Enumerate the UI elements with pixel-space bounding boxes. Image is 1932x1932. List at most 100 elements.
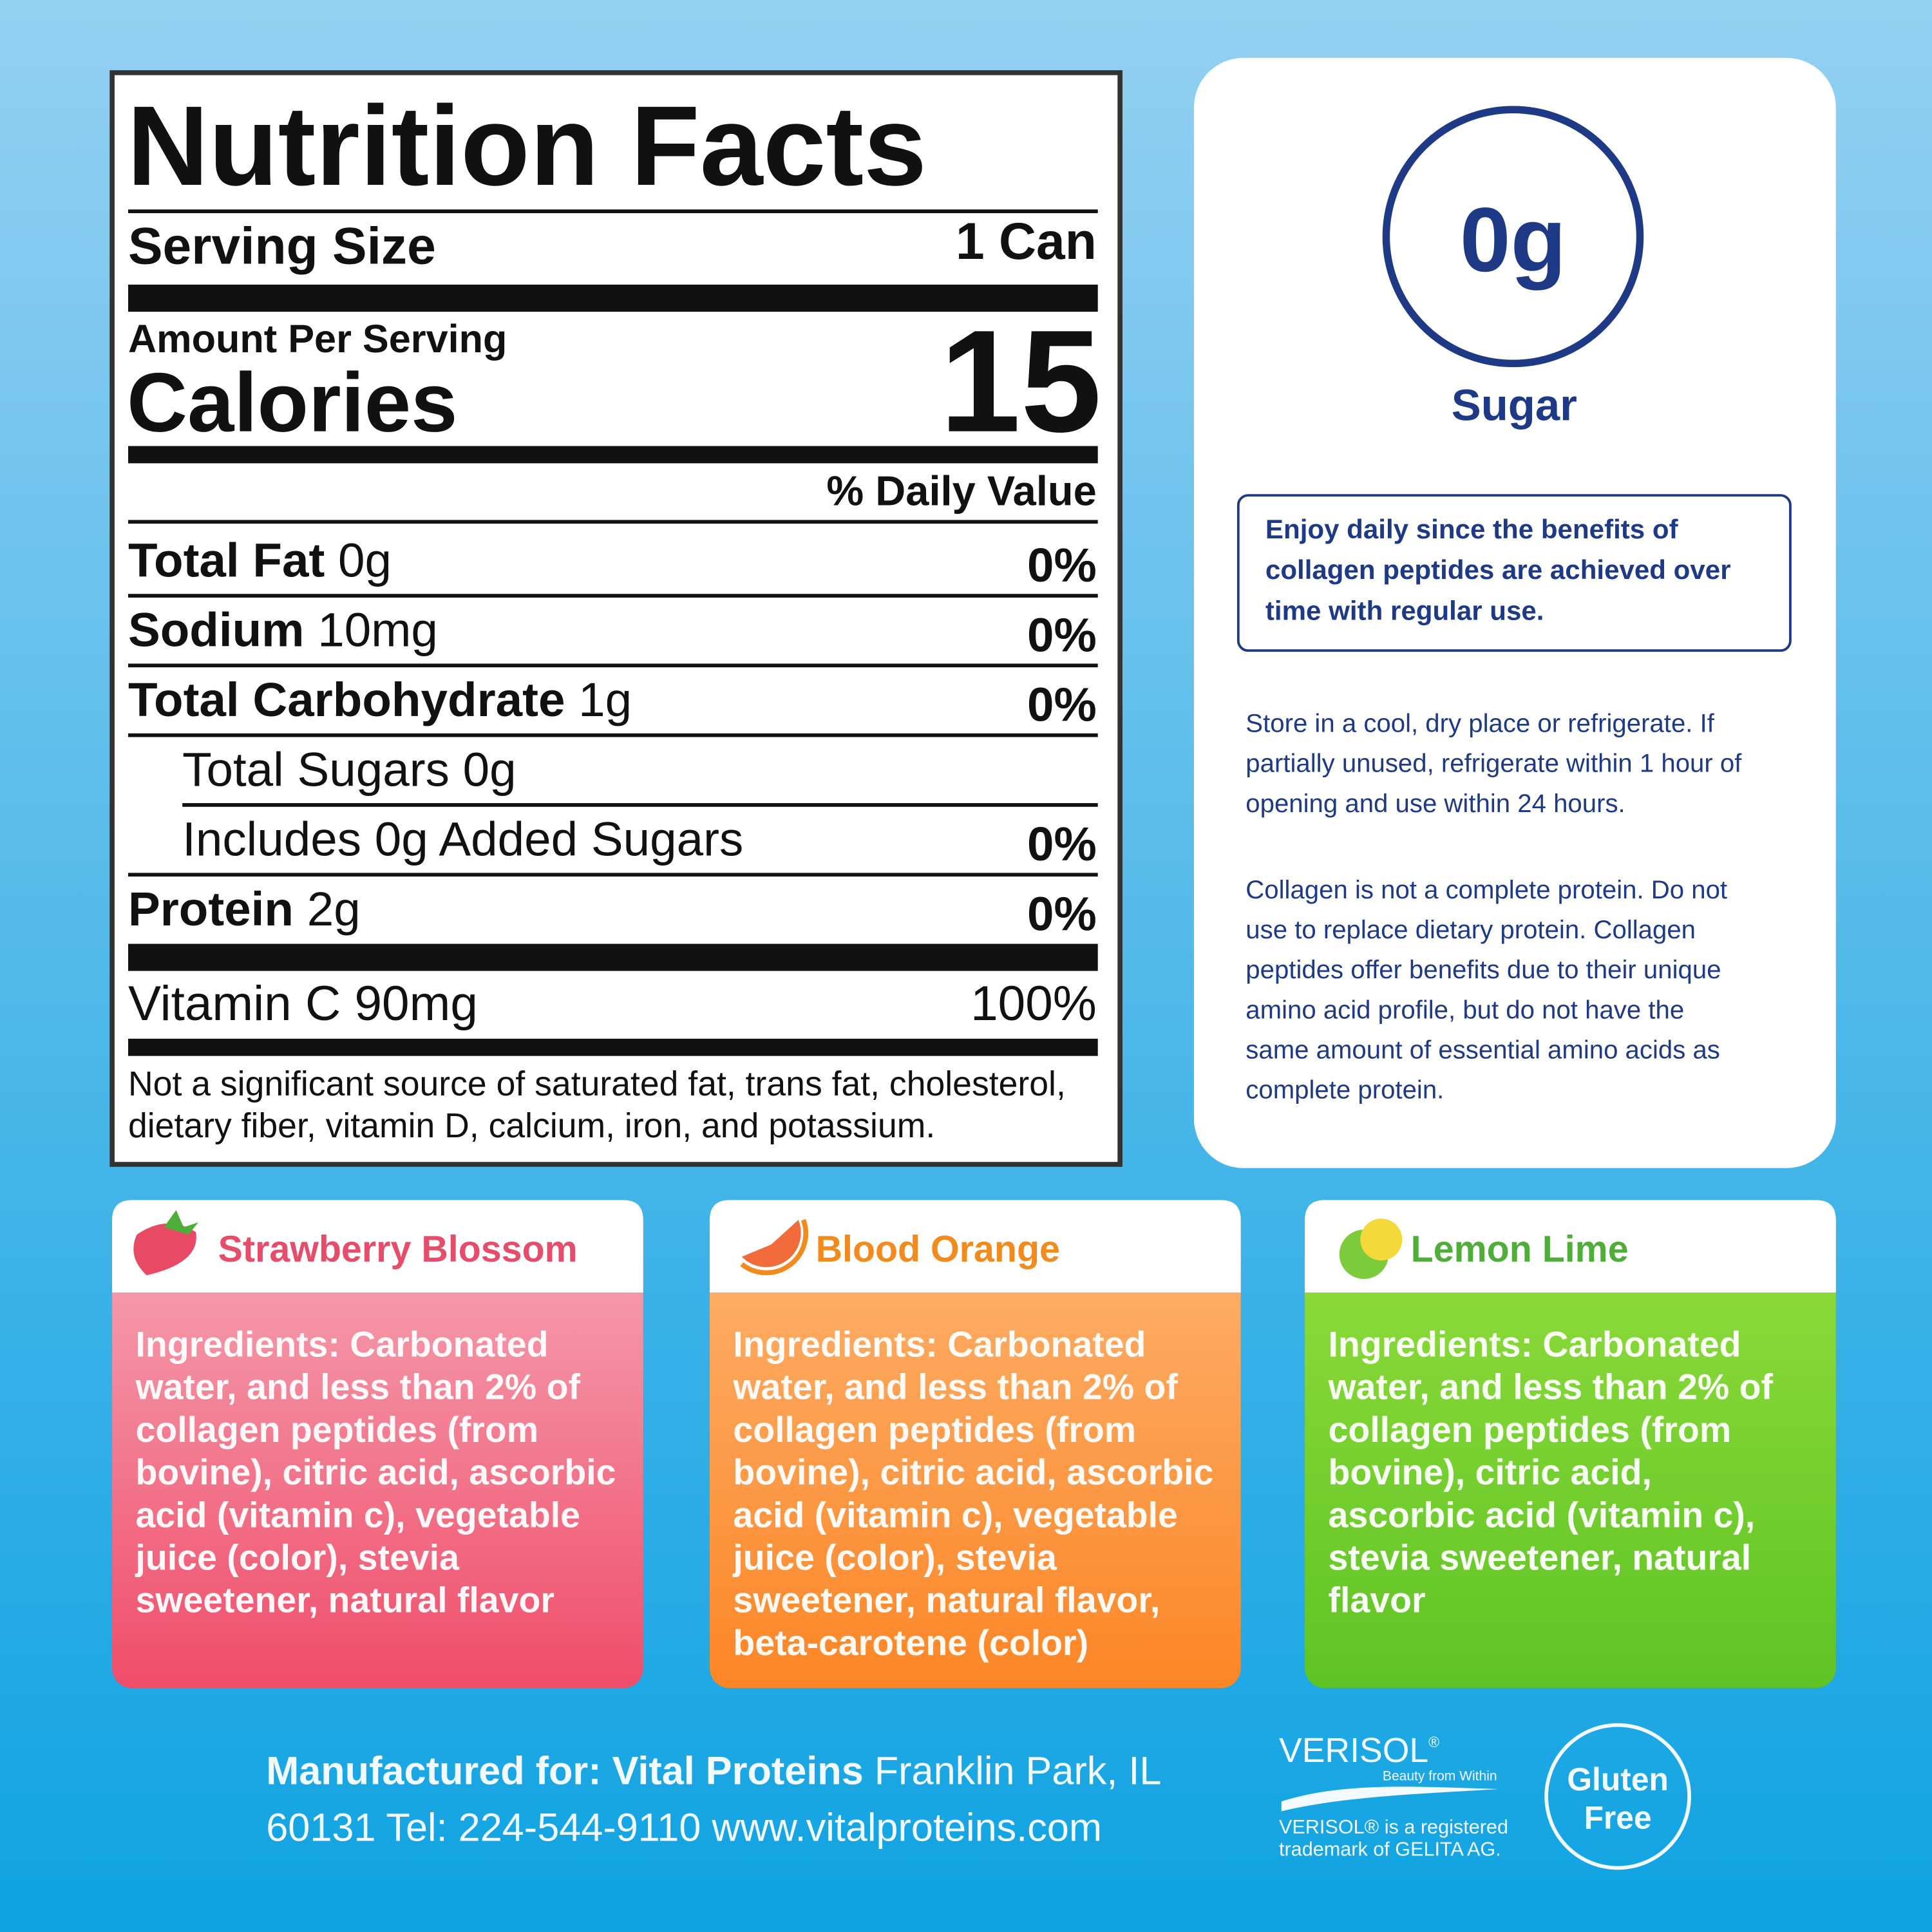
manufacturer: Manufactured for: Vital Proteins Frankli… — [266, 1748, 1161, 1792]
thick-rule — [128, 446, 1098, 464]
ingredient-line: bovine), citric acid, ascorbic — [135, 1452, 616, 1492]
nutrient-amount: 0g — [338, 533, 392, 587]
nutrient-name: Total Fat — [128, 533, 325, 587]
daily-value-header: % Daily Value — [826, 467, 1096, 514]
nutrient-amount: 10mg — [317, 603, 438, 657]
nutrient-name: Sodium — [128, 603, 305, 657]
notice-box — [1236, 494, 1792, 652]
verisol-swoosh — [1281, 1786, 1499, 1812]
ingredient-line: juice (color), stevia — [135, 1537, 460, 1577]
nutrient-dv: 0% — [1027, 887, 1097, 941]
ingredient-line: beta-carotene (color) — [733, 1623, 1088, 1663]
nutrient-name: Includes 0g Added Sugars — [182, 812, 743, 866]
nutrient-name: Total Carbohydrate — [128, 672, 565, 726]
storage-note: Store in a cool, dry place or refrigerat… — [1245, 708, 1742, 817]
nutrient-name: Total Sugars — [182, 742, 450, 796]
ingredient-line: Ingredients: Carbonated — [135, 1325, 548, 1365]
sugar-amount: 0g — [1460, 189, 1566, 291]
text-line: partially unused, refrigerate within 1 h… — [1245, 749, 1742, 778]
badge-text: Free — [1584, 1799, 1652, 1835]
gluten-free-badge — [1544, 1723, 1691, 1870]
nutrient-amount: 0g — [463, 742, 516, 796]
serving-size-label: Serving Size — [128, 217, 436, 275]
text-line: peptides offer benefits due to their uni… — [1245, 955, 1721, 984]
nutrient-row: Total Carbohydrate 1g — [128, 672, 632, 726]
badge-text: Gluten — [1567, 1761, 1668, 1797]
nutrient-rows: Total Fat 0g 0% Sodium 10mg 0% Total Carbohy… — [128, 533, 1098, 941]
text-line: Enjoy daily since the benefits of — [1265, 514, 1679, 544]
text-line: opening and use within 24 hours. — [1245, 789, 1625, 818]
nutrient-name: Protein — [128, 882, 294, 936]
text-line: same amount of essential amino acids as — [1245, 1035, 1720, 1064]
calories-label: Calories — [127, 355, 457, 450]
rule — [128, 594, 1098, 598]
flavor-name: Strawberry Blossom — [218, 1229, 578, 1270]
verisol-trademark: trademark of GELITA AG. — [1279, 1838, 1501, 1860]
ingredient-line: Ingredients: Carbonated — [733, 1325, 1146, 1365]
nutrition-title: Nutrition Facts — [127, 83, 927, 209]
verisol-trademark: VERISOL® is a registered — [1279, 1816, 1508, 1838]
card-body — [1305, 1200, 1836, 1689]
orange-rind — [740, 1218, 808, 1276]
address-line: 60131 Tel: 224-544-9110 www.vitalprotein… — [266, 1805, 1102, 1849]
rule — [128, 209, 1098, 213]
ingredient-line: collagen peptides (from — [733, 1410, 1136, 1450]
text-line: Collagen is not a complete protein. Do n… — [1245, 875, 1727, 904]
card-header — [710, 1200, 1241, 1293]
nutrient-amount: 1g — [578, 672, 632, 726]
ingredient-line: bovine), citric acid, ascorbic — [733, 1452, 1213, 1492]
thick-rule — [128, 1038, 1098, 1056]
nutrient-row: Total Fat 0g — [128, 533, 392, 587]
ingredient-line: collagen peptides (from — [1328, 1410, 1731, 1450]
thick-rule — [128, 284, 1098, 312]
sugar-label: Sugar — [1452, 380, 1577, 430]
verisol-tagline: Beauty from Within — [1383, 1769, 1497, 1784]
serving-size: 1 Can — [956, 213, 1097, 270]
ingredient-line: water, and less than 2% of — [135, 1367, 580, 1407]
rule — [128, 873, 1098, 877]
card-body — [112, 1200, 643, 1689]
collagen-note: Collagen is not a complete protein. Do n… — [1245, 875, 1727, 1104]
nutrition-box — [109, 70, 1122, 1167]
verisol-logo: VERISOL® — [1279, 1732, 1439, 1770]
nutrient-row: Includes 0g Added Sugars — [182, 812, 743, 866]
ingredient-line: water, and less than 2% of — [732, 1367, 1178, 1407]
ingredient-line: ascorbic acid (vitamin c), — [1328, 1495, 1755, 1535]
nutrient-row: Protein 2g — [128, 882, 361, 936]
sugar-panel: 0g Sugar Enjoy daily since the benefits … — [1193, 57, 1836, 1168]
nutrient-amount: 2g — [307, 882, 361, 936]
ingredient-line: stevia sweetener, natural — [1328, 1537, 1751, 1577]
nutrient-dv: 0% — [1027, 538, 1097, 592]
vitamin-name: Vitamin C 90mg — [128, 976, 478, 1031]
notice: Enjoy daily since the benefits of collage… — [1265, 514, 1731, 625]
sugar-ring — [1382, 106, 1644, 368]
rule — [182, 803, 1098, 807]
ingredient-line: water, and less than 2% of — [1328, 1367, 1774, 1407]
calories: 15 — [940, 300, 1101, 462]
manufacturer-label: Manufactured for: Vital Proteins — [266, 1748, 863, 1792]
rule — [128, 733, 1098, 737]
card-header — [112, 1200, 643, 1293]
text-line: time with regular use. — [1265, 595, 1544, 625]
text-line: collagen peptides are achieved over — [1265, 554, 1731, 585]
ingredient-line: collagen peptides (from — [135, 1410, 538, 1450]
footnote-line: Not a significant source of saturated fa… — [128, 1065, 1066, 1103]
ingredient-line: flavor — [1328, 1580, 1425, 1620]
strawberry-leaf — [164, 1209, 199, 1235]
text-line: amino acid profile, but do not have the — [1245, 995, 1684, 1024]
ingredient-line: acid (vitamin c), vegetable — [733, 1495, 1178, 1535]
flavor-card: Lemon Lime Ingredients: Carbonatedwater, … — [1305, 1200, 1836, 1689]
card-body — [710, 1200, 1241, 1689]
flavor-name: Lemon Lime — [1411, 1229, 1629, 1270]
nutrition-facts: Nutrition Facts Serving Size 1 Can Amoun… — [109, 70, 1122, 1167]
flavor-card: Strawberry Blossom Ingredients: Carbonate… — [112, 1200, 643, 1689]
nutrient-dv: 0% — [1027, 677, 1097, 732]
text-line: complete protein. — [1245, 1075, 1444, 1104]
nutrient-dv: 0% — [1027, 607, 1097, 661]
ingredient-line: bovine), citric acid, — [1328, 1452, 1651, 1492]
text-line: Store in a cool, dry place or refrigerat… — [1245, 708, 1714, 737]
strawberry-icon — [133, 1223, 196, 1276]
ingredient-line: sweetener, natural flavor — [135, 1580, 554, 1620]
